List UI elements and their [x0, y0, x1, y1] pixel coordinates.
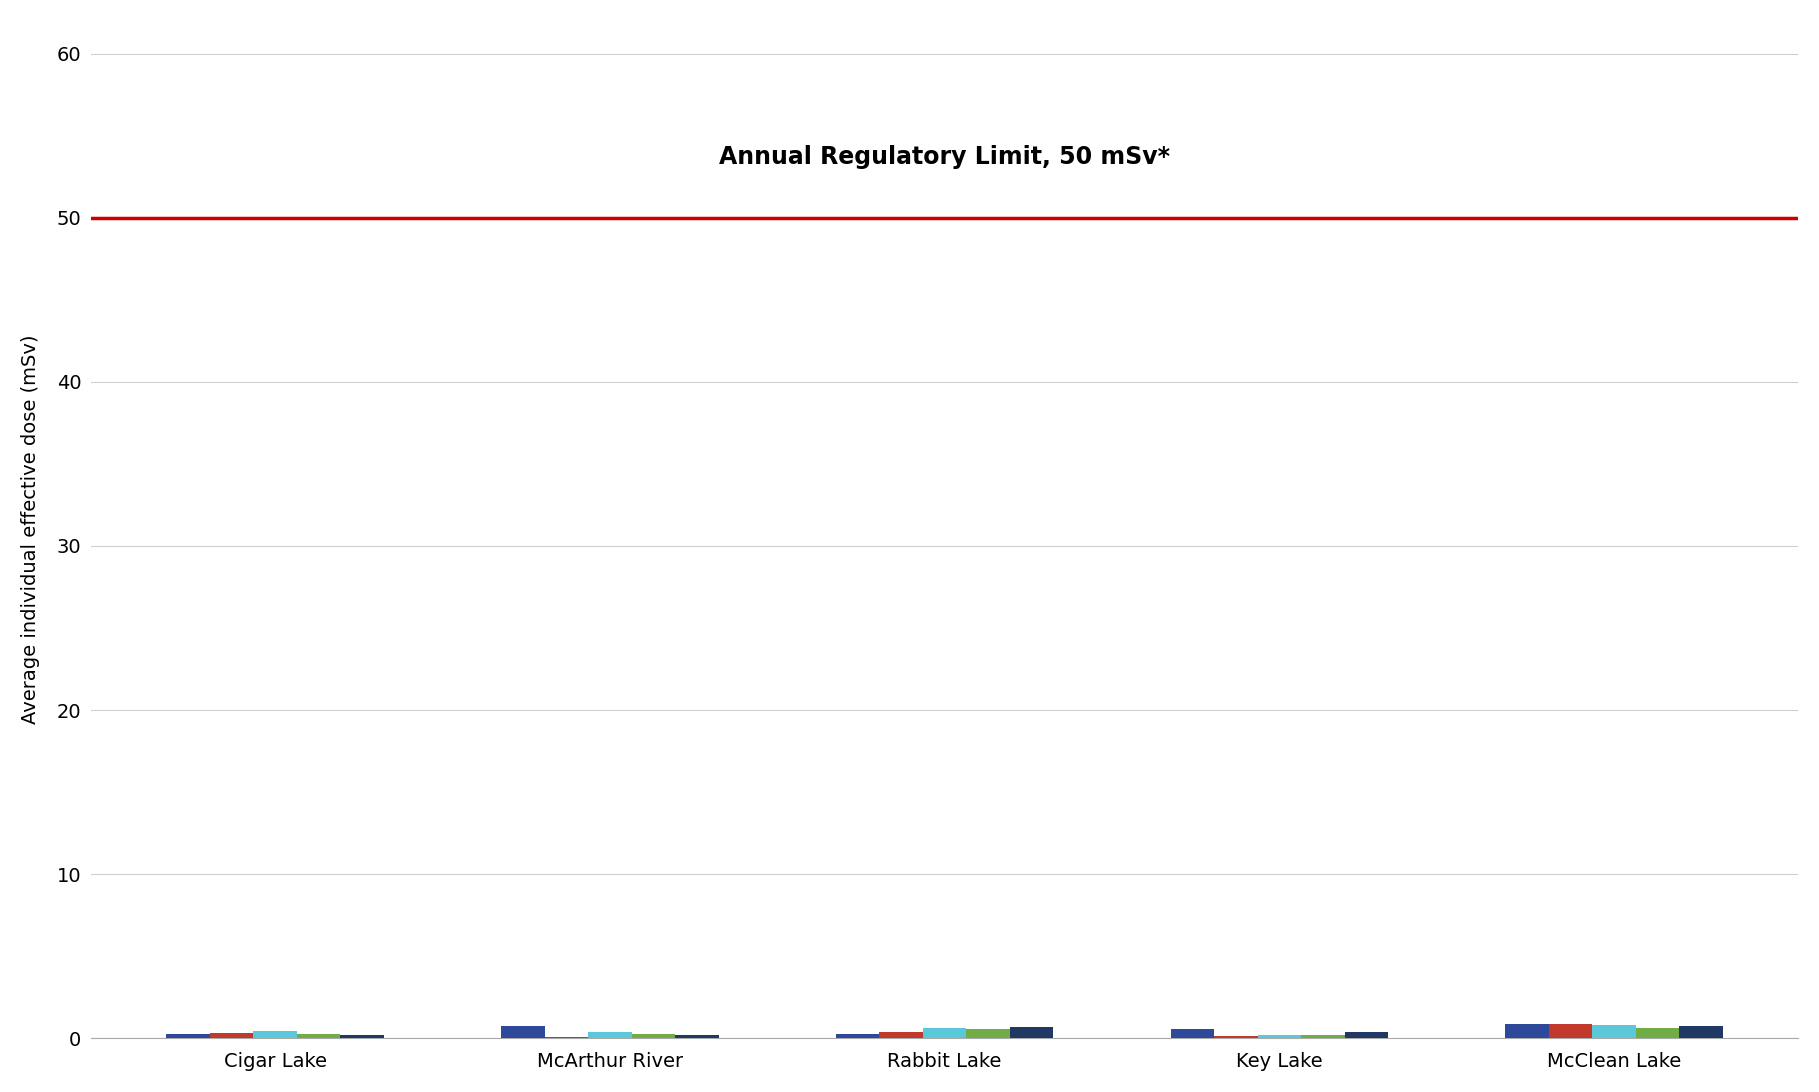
Bar	[166, 1034, 209, 1038]
Bar	[209, 1033, 253, 1038]
Bar	[1635, 1028, 1679, 1038]
Bar	[1213, 1036, 1257, 1038]
Bar	[631, 1034, 675, 1038]
Bar	[675, 1034, 719, 1038]
Bar	[253, 1031, 296, 1038]
Bar	[588, 1032, 631, 1038]
Bar	[1301, 1034, 1344, 1038]
Text: Annual Regulatory Limit, 50 mSv*: Annual Regulatory Limit, 50 mSv*	[719, 144, 1170, 168]
Y-axis label: Average individual effective dose (mSv): Average individual effective dose (mSv)	[20, 335, 40, 724]
Bar	[500, 1026, 544, 1038]
Bar	[1592, 1025, 1635, 1038]
Bar	[1170, 1030, 1213, 1038]
Bar	[340, 1034, 384, 1038]
Bar	[1010, 1026, 1053, 1038]
Bar	[296, 1034, 340, 1038]
Bar	[879, 1032, 922, 1038]
Bar	[966, 1030, 1010, 1038]
Bar	[1257, 1035, 1301, 1038]
Bar	[835, 1034, 879, 1038]
Bar	[1344, 1032, 1388, 1038]
Bar	[1506, 1024, 1548, 1038]
Bar	[1679, 1026, 1723, 1038]
Bar	[544, 1037, 588, 1038]
Bar	[1548, 1023, 1592, 1038]
Bar	[922, 1028, 966, 1038]
